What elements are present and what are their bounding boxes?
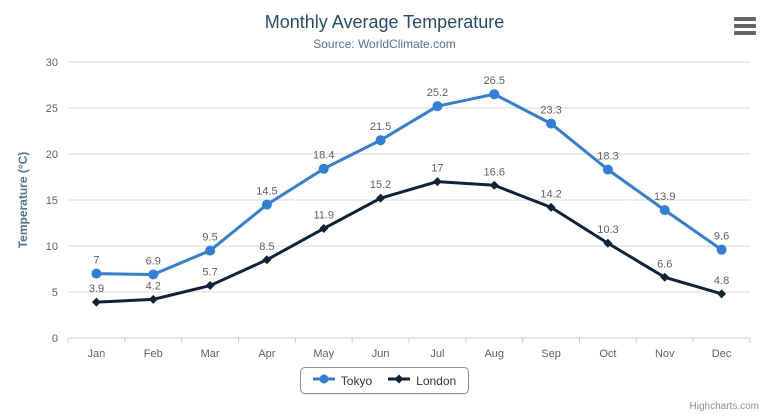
legend: Tokyo London — [0, 367, 769, 394]
data-point-tokyo[interactable] — [716, 244, 727, 255]
data-point-london[interactable] — [660, 272, 670, 282]
x-axis-tick-label: Oct — [599, 348, 616, 360]
series-line-london — [94, 180, 724, 304]
data-label: 11.9 — [313, 210, 334, 222]
y-axis-tick-label: 20 — [46, 149, 58, 161]
data-label: 21.5 — [370, 121, 391, 133]
data-label: 4.8 — [714, 275, 729, 287]
data-point-london[interactable] — [376, 193, 386, 203]
data-point-london[interactable] — [148, 294, 158, 304]
data-label: 6.9 — [146, 256, 161, 268]
data-label: 23.3 — [540, 105, 561, 117]
data-label: 25.2 — [427, 87, 448, 99]
data-label: 6.6 — [657, 258, 672, 270]
x-axis-tick-label: Jul — [430, 348, 444, 360]
x-axis-tick-label: Apr — [258, 348, 275, 360]
data-label: 9.6 — [714, 231, 729, 243]
x-axis-tick-label: Dec — [712, 348, 732, 360]
legend-box: Tokyo London — [299, 367, 470, 394]
data-label: 26.5 — [484, 75, 505, 87]
legend-label: London — [416, 373, 457, 388]
data-point-tokyo[interactable] — [489, 89, 500, 100]
tokyo-series-marker-icon — [312, 373, 335, 388]
x-axis-tick-label: Jan — [88, 348, 106, 360]
data-label: 18.3 — [597, 151, 618, 163]
data-point-tokyo[interactable] — [546, 118, 557, 129]
data-point-london[interactable] — [319, 224, 329, 234]
y-axis-tick-label: 10 — [46, 241, 58, 253]
data-label: 15.2 — [370, 179, 391, 191]
data-point-tokyo[interactable] — [602, 164, 613, 175]
y-axis-tick-label: 15 — [46, 195, 58, 207]
data-label: 7 — [93, 255, 99, 267]
data-label: 14.5 — [256, 186, 277, 198]
data-label: 18.4 — [313, 150, 334, 162]
data-point-tokyo[interactable] — [659, 205, 670, 216]
y-axis-tick-label: 5 — [52, 287, 58, 299]
x-axis-tick-label: Nov — [655, 348, 675, 360]
data-point-tokyo[interactable] — [205, 245, 216, 256]
data-point-london[interactable] — [432, 177, 442, 187]
data-point-london[interactable] — [546, 202, 556, 212]
data-point-tokyo[interactable] — [432, 101, 443, 112]
data-point-london[interactable] — [717, 289, 727, 299]
data-point-london[interactable] — [91, 297, 101, 307]
data-point-london[interactable] — [489, 180, 499, 190]
legend-label: Tokyo — [340, 373, 373, 388]
data-label: 14.2 — [540, 188, 561, 200]
data-point-london[interactable] — [603, 238, 613, 248]
hamburger-icon — [734, 17, 756, 21]
data-point-london[interactable] — [205, 281, 215, 291]
data-label: 16.6 — [484, 166, 505, 178]
x-axis-tick-label: Aug — [484, 348, 504, 360]
data-label: 8.5 — [259, 241, 274, 253]
legend-item-london[interactable]: London — [388, 373, 456, 388]
hamburger-icon — [734, 31, 756, 35]
data-point-tokyo[interactable] — [148, 269, 159, 280]
chart-title: Monthly Average Temperature — [264, 12, 505, 32]
data-label: 3.9 — [89, 283, 104, 295]
x-axis-tick-label: May — [313, 348, 334, 360]
x-axis-tick-label: Mar — [201, 348, 220, 360]
data-label: 4.2 — [146, 280, 161, 292]
data-label: 13.9 — [654, 191, 675, 203]
legend-item-tokyo[interactable]: Tokyo — [312, 373, 373, 388]
y-axis-tick-label: 25 — [46, 103, 58, 115]
data-point-tokyo[interactable] — [375, 135, 386, 146]
x-axis-tick-label: Sep — [541, 348, 561, 360]
data-point-tokyo[interactable] — [91, 268, 102, 279]
data-label: 17 — [431, 163, 443, 175]
london-series-marker-icon — [388, 373, 411, 388]
credits-link[interactable]: Highcharts.com — [689, 401, 759, 412]
data-point-tokyo[interactable] — [261, 199, 272, 210]
y-axis-tick-label: 0 — [52, 333, 58, 345]
y-axis-tick-label: 30 — [46, 57, 58, 69]
x-axis-tick-label: Jun — [372, 348, 390, 360]
export-menu-button[interactable] — [734, 17, 756, 35]
data-label: 9.5 — [202, 232, 217, 244]
x-axis-tick-label: Feb — [144, 348, 163, 360]
data-point-london[interactable] — [262, 255, 272, 265]
data-label: 5.7 — [202, 267, 217, 279]
chart-subtitle: Source: WorldClimate.com — [313, 37, 456, 51]
data-label: 10.3 — [597, 224, 618, 236]
series-line-tokyo — [94, 92, 724, 277]
data-point-tokyo[interactable] — [318, 163, 329, 174]
y-axis-title: Temperature (°C) — [16, 152, 30, 249]
hamburger-icon — [734, 24, 756, 28]
